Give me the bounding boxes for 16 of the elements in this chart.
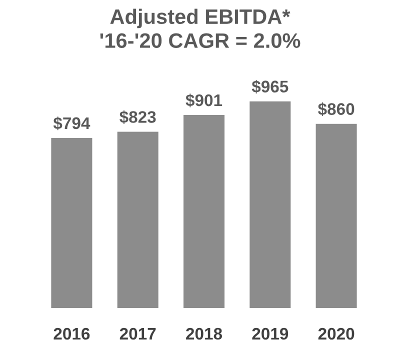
bar — [51, 138, 92, 308]
x-tick-label: 2020 — [318, 328, 354, 340]
x-tick-label: 2018 — [186, 328, 222, 340]
x-tick-label: 2017 — [120, 328, 156, 340]
data-label: $860 — [318, 102, 354, 116]
data-label: $823 — [120, 110, 156, 124]
bar — [250, 101, 291, 308]
chart-title: Adjusted EBITDA* '16-'20 CAGR = 2.0% — [100, 8, 300, 48]
data-label: $901 — [186, 94, 222, 108]
bar — [316, 124, 357, 308]
x-tick-label: 2019 — [252, 328, 288, 340]
bar — [183, 115, 225, 308]
x-tick-label: 2016 — [54, 328, 90, 340]
bar — [117, 132, 158, 308]
data-label: $794 — [53, 116, 90, 130]
data-label: $965 — [252, 80, 288, 94]
